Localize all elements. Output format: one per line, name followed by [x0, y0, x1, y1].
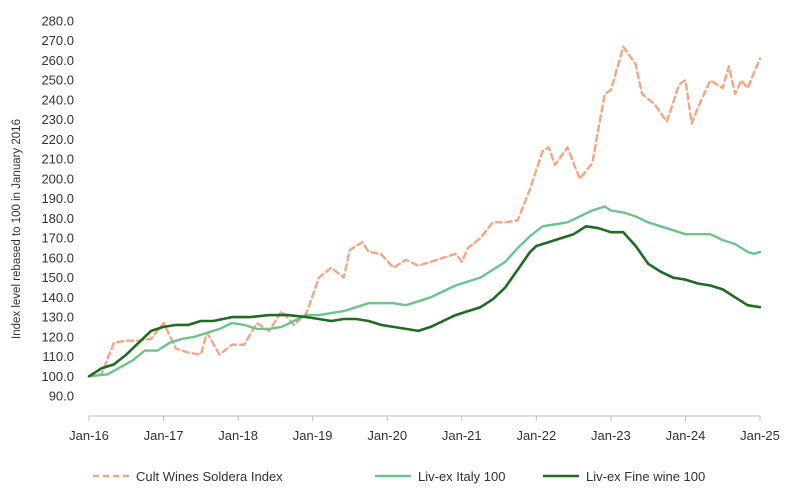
y-tick-label: 280.0 [41, 14, 74, 29]
y-tick-label: 270.0 [41, 33, 74, 48]
y-axis-title: Index level rebased to 100 in January 20… [11, 119, 23, 339]
x-tick-label: Jan-17 [144, 428, 184, 443]
y-tick-label: 170.0 [41, 231, 74, 246]
x-tick-label: Jan-23 [591, 428, 631, 443]
y-tick-label: 180.0 [41, 211, 74, 226]
x-tick-label: Jan-19 [293, 428, 333, 443]
y-tick-label: 100.0 [41, 369, 74, 384]
series-layer [87, 45, 762, 378]
series-line-3 [87, 225, 762, 378]
y-tick-label: 120.0 [41, 329, 74, 344]
y-tick-label: 110.0 [42, 349, 74, 364]
y-tick-label: 200.0 [41, 171, 74, 186]
y-tick-label: 150.0 [41, 270, 74, 285]
series-line-2 [87, 205, 762, 378]
x-tick-label: Jan-18 [218, 428, 258, 443]
x-tick-label: Jan-24 [666, 428, 706, 443]
y-axis: 90.0 100.0 110.0 120.0 130.0 140.0 150.0 160.0 1… [41, 14, 74, 404]
y-axis-title-group: Index level rebased to 100 in January 20… [11, 119, 23, 339]
legend-label-2: Liv-ex Italy 100 [418, 469, 505, 484]
y-tick-label: 250.0 [41, 73, 74, 88]
x-tick-label: Jan-25 [740, 428, 780, 443]
series-line-1 [87, 45, 762, 378]
x-tick-label: Jan-21 [442, 428, 482, 443]
y-tick-label: 90.0 [49, 389, 74, 404]
legend: Cult Wines Soldera Index Liv-ex Italy 100… [93, 469, 705, 484]
x-tick-label: Jan-16 [69, 428, 109, 443]
y-tick-label: 230.0 [41, 112, 74, 127]
y-tick-label: 240.0 [41, 92, 74, 107]
y-tick-label: 140.0 [41, 290, 74, 305]
legend-label-3: Liv-ex Fine wine 100 [586, 469, 705, 484]
y-tick-label: 260.0 [41, 53, 74, 68]
y-tick-label: 130.0 [41, 310, 74, 325]
y-tick-label: 160.0 [41, 250, 74, 265]
legend-label-1: Cult Wines Soldera Index [136, 469, 283, 484]
y-tick-label: 220.0 [41, 132, 74, 147]
y-tick-label: 210.0 [41, 152, 74, 167]
x-axis: Jan-16 Jan-17 Jan-18 Jan-19 Jan-20 Jan-21 Jan-… [69, 416, 780, 443]
y-tick-label: 190.0 [41, 191, 74, 206]
x-tick-label: Jan-22 [516, 428, 556, 443]
x-tick-label: Jan-20 [367, 428, 407, 443]
